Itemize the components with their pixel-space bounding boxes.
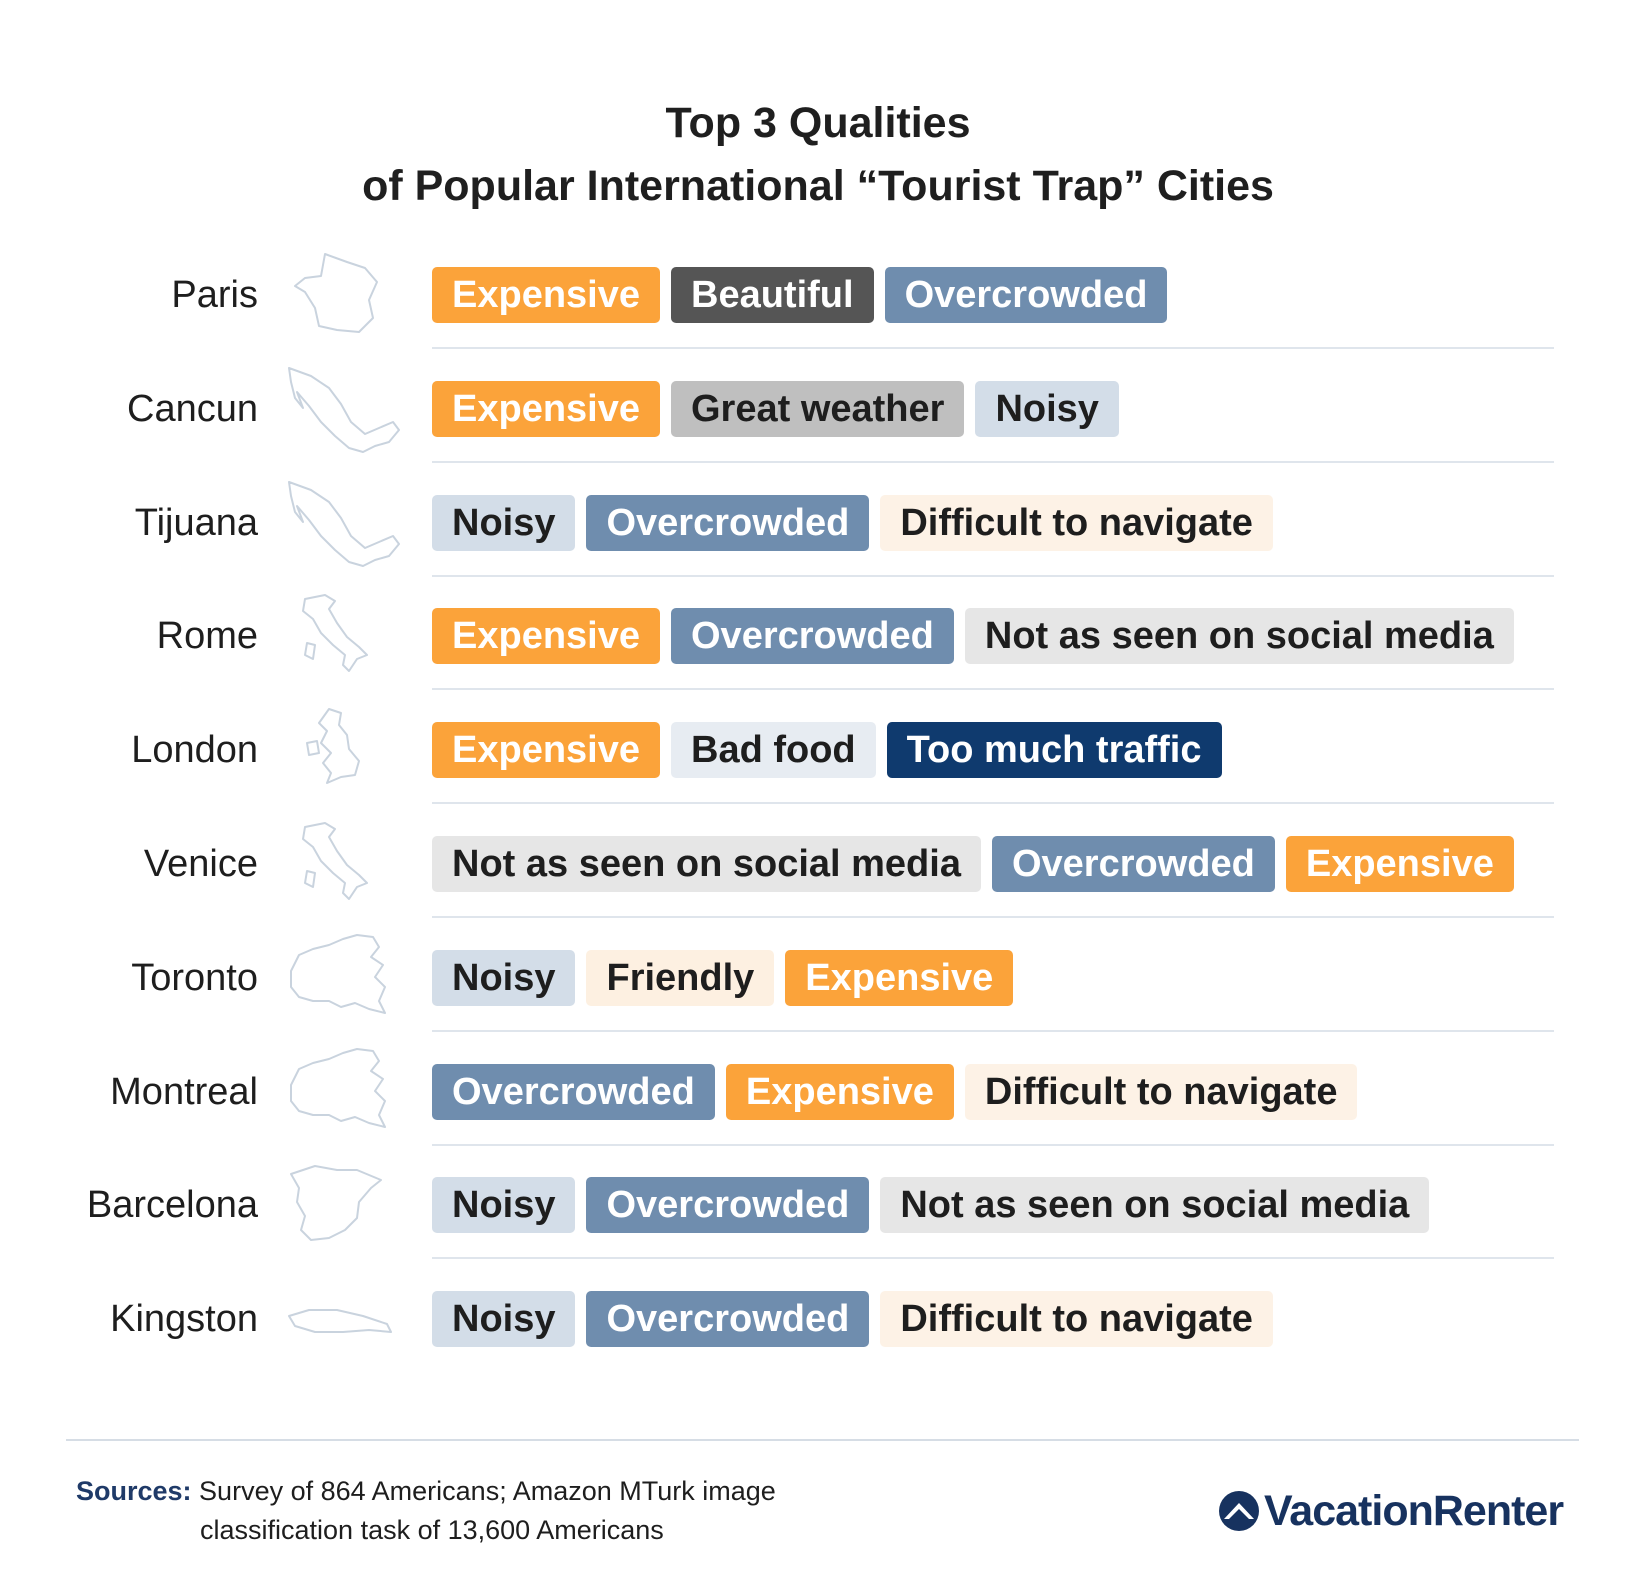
- row-divider: [432, 460, 1554, 463]
- qualities-list: Expensive Great weather Noisy: [432, 380, 1119, 437]
- quality-tag: Noisy: [975, 380, 1119, 437]
- vacationrenter-logo: VacationRenter: [1218, 1486, 1564, 1536]
- table-row: Venice Not as seen on social media Overcro…: [0, 807, 1636, 921]
- row-divider: [432, 347, 1554, 349]
- city-label: Cancun: [127, 387, 258, 430]
- mexico-map-icon: [288, 480, 400, 567]
- qualities-list: Noisy Overcrowded Difficult to navigate: [432, 494, 1273, 551]
- quality-tag: Expensive: [785, 949, 1014, 1006]
- qualities-list: Expensive Beautiful Overcrowded: [432, 267, 1168, 323]
- city-label: Rome: [156, 615, 258, 658]
- qualities-list: Expensive Overcrowded Not as seen on socia…: [432, 608, 1514, 665]
- quality-tag: Too much traffic: [886, 722, 1222, 779]
- quality-tag: Friendly: [586, 949, 775, 1006]
- table-row: London Expensive Bad food Too much traffic: [0, 693, 1636, 807]
- house-logo-icon: [1219, 1491, 1259, 1531]
- table-row: Montreal Overcrowded Expensive Difficult to…: [0, 1035, 1636, 1149]
- footer-divider: [66, 1439, 1579, 1441]
- spain-map-icon: [290, 1165, 382, 1242]
- title-line-2: of Popular International “Tourist Trap” …: [362, 162, 1274, 210]
- row-divider: [432, 916, 1554, 918]
- table-row: Toronto Noisy Friendly Expensive: [0, 921, 1636, 1035]
- row-divider: [432, 574, 1554, 577]
- row-divider: [432, 688, 1554, 691]
- quality-tag: Overcrowded: [671, 608, 954, 665]
- quality-tag: Overcrowded: [884, 267, 1168, 323]
- uk-map-icon: [306, 708, 360, 785]
- quality-tag: Overcrowded: [991, 836, 1275, 892]
- italy-map-icon: [302, 594, 368, 673]
- jamaica-map-icon: [288, 1309, 392, 1334]
- table-row: Barcelona Noisy Overcrowded Not as seen on …: [0, 1148, 1636, 1262]
- table-row: Paris Expensive Beautiful Overcrowded: [0, 238, 1636, 352]
- table-row: Kingston Noisy Overcrowded Difficult to nav…: [0, 1262, 1636, 1376]
- quality-tag: Great weather: [671, 380, 965, 437]
- quality-tag: Overcrowded: [586, 1291, 870, 1348]
- quality-tag: Expensive: [432, 722, 660, 779]
- qualities-list: Overcrowded Expensive Difficult to navigat…: [432, 1063, 1358, 1120]
- city-label: Barcelona: [86, 1184, 258, 1227]
- quality-tag: Noisy: [432, 1177, 576, 1234]
- sources-line-1: Survey of 864 Americans; Amazon MTurk im…: [191, 1476, 776, 1506]
- row-divider: [432, 1143, 1554, 1146]
- table-row: Cancun Expensive Great weather Noisy: [0, 352, 1636, 466]
- canada-map-icon: [290, 1047, 386, 1128]
- city-label: London: [131, 729, 258, 772]
- mexico-map-icon: [288, 366, 400, 453]
- quality-tag: Expensive: [1285, 836, 1514, 892]
- brand-name: VacationRenter: [1264, 1486, 1564, 1535]
- qualities-list: Noisy Overcrowded Difficult to navigate: [432, 1291, 1273, 1348]
- quality-tag: Bad food: [671, 722, 876, 779]
- city-label: Venice: [143, 843, 258, 885]
- italy-map-icon: [302, 822, 368, 900]
- city-label: Kingston: [110, 1298, 258, 1341]
- table-row: Rome Expensive Overcrowded Not as seen on s…: [0, 579, 1636, 693]
- quality-tag: Noisy: [432, 1291, 576, 1348]
- quality-tag: Expensive: [725, 1063, 954, 1120]
- city-label: Tijuana: [134, 501, 258, 544]
- quality-tag: Beautiful: [671, 267, 874, 323]
- city-label: Montreal: [110, 1070, 258, 1113]
- row-divider: [432, 1029, 1554, 1032]
- canada-map-icon: [290, 933, 386, 1014]
- quality-tag: Difficult to navigate: [880, 494, 1273, 551]
- city-label: Toronto: [131, 956, 258, 999]
- quality-tag: Difficult to navigate: [880, 1291, 1273, 1348]
- quality-tag: Expensive: [432, 608, 660, 665]
- quality-tag: Expensive: [432, 267, 660, 323]
- quality-tag: Not as seen on social media: [880, 1177, 1430, 1234]
- row-divider: [432, 1257, 1554, 1260]
- quality-tag: Noisy: [432, 949, 576, 1006]
- quality-tag: Overcrowded: [586, 494, 870, 551]
- qualities-list: Noisy Friendly Expensive: [432, 949, 1014, 1006]
- qualities-list: Not as seen on social media Overcrowded Ex…: [432, 836, 1514, 892]
- qualities-list: Noisy Overcrowded Not as seen on social me…: [432, 1177, 1430, 1234]
- quality-tag: Expensive: [432, 380, 660, 437]
- sources-label: Sources:: [76, 1476, 192, 1506]
- chart-title: Top 3 Qualities of Popular International…: [0, 92, 1636, 218]
- city-label: Paris: [171, 274, 258, 316]
- quality-tag: Overcrowded: [586, 1177, 870, 1234]
- france-map-icon: [294, 253, 378, 333]
- quality-tag: Not as seen on social media: [964, 608, 1514, 665]
- table-row: Tijuana Noisy Overcrowded Difficult to navi…: [0, 466, 1636, 580]
- title-line-1: Top 3 Qualities: [665, 99, 971, 147]
- quality-tag: Overcrowded: [432, 1063, 715, 1120]
- row-divider: [432, 802, 1554, 805]
- quality-tag: Noisy: [432, 494, 576, 551]
- qualities-list: Expensive Bad food Too much traffic: [432, 722, 1222, 779]
- quality-tag: Not as seen on social media: [432, 836, 981, 892]
- sources-line-2: classification task of 13,600 Americans: [200, 1515, 664, 1545]
- sources-note: Sources: Survey of 864 Americans; Amazon…: [76, 1472, 776, 1550]
- quality-tag: Difficult to navigate: [964, 1063, 1358, 1120]
